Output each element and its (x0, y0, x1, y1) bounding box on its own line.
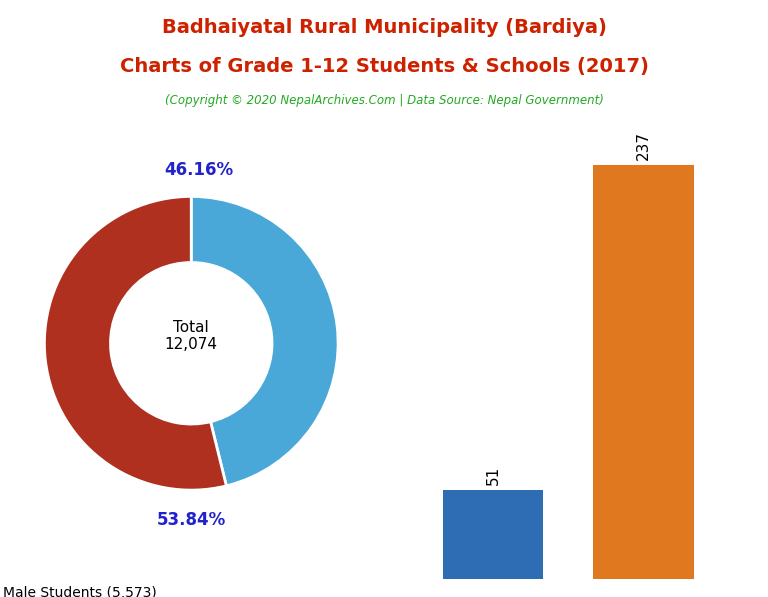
Bar (594, 165, 694, 579)
Legend: Male Students (5,573), Female Students (6,501): Male Students (5,573), Female Students (… (0, 576, 180, 597)
Text: Badhaiyatal Rural Municipality (Bardiya): Badhaiyatal Rural Municipality (Bardiya) (161, 18, 607, 37)
Text: 237: 237 (636, 131, 651, 160)
Wedge shape (191, 196, 338, 486)
Wedge shape (45, 196, 227, 490)
Text: (Copyright © 2020 NepalArchives.Com | Data Source: Nepal Government): (Copyright © 2020 NepalArchives.Com | Da… (164, 94, 604, 107)
Bar (443, 490, 544, 579)
Text: 46.16%: 46.16% (164, 161, 233, 179)
Text: Total
12,074: Total 12,074 (165, 320, 218, 352)
Text: 51: 51 (486, 466, 501, 485)
Text: Charts of Grade 1-12 Students & Schools (2017): Charts of Grade 1-12 Students & Schools … (120, 57, 648, 76)
Text: 53.84%: 53.84% (157, 510, 226, 528)
